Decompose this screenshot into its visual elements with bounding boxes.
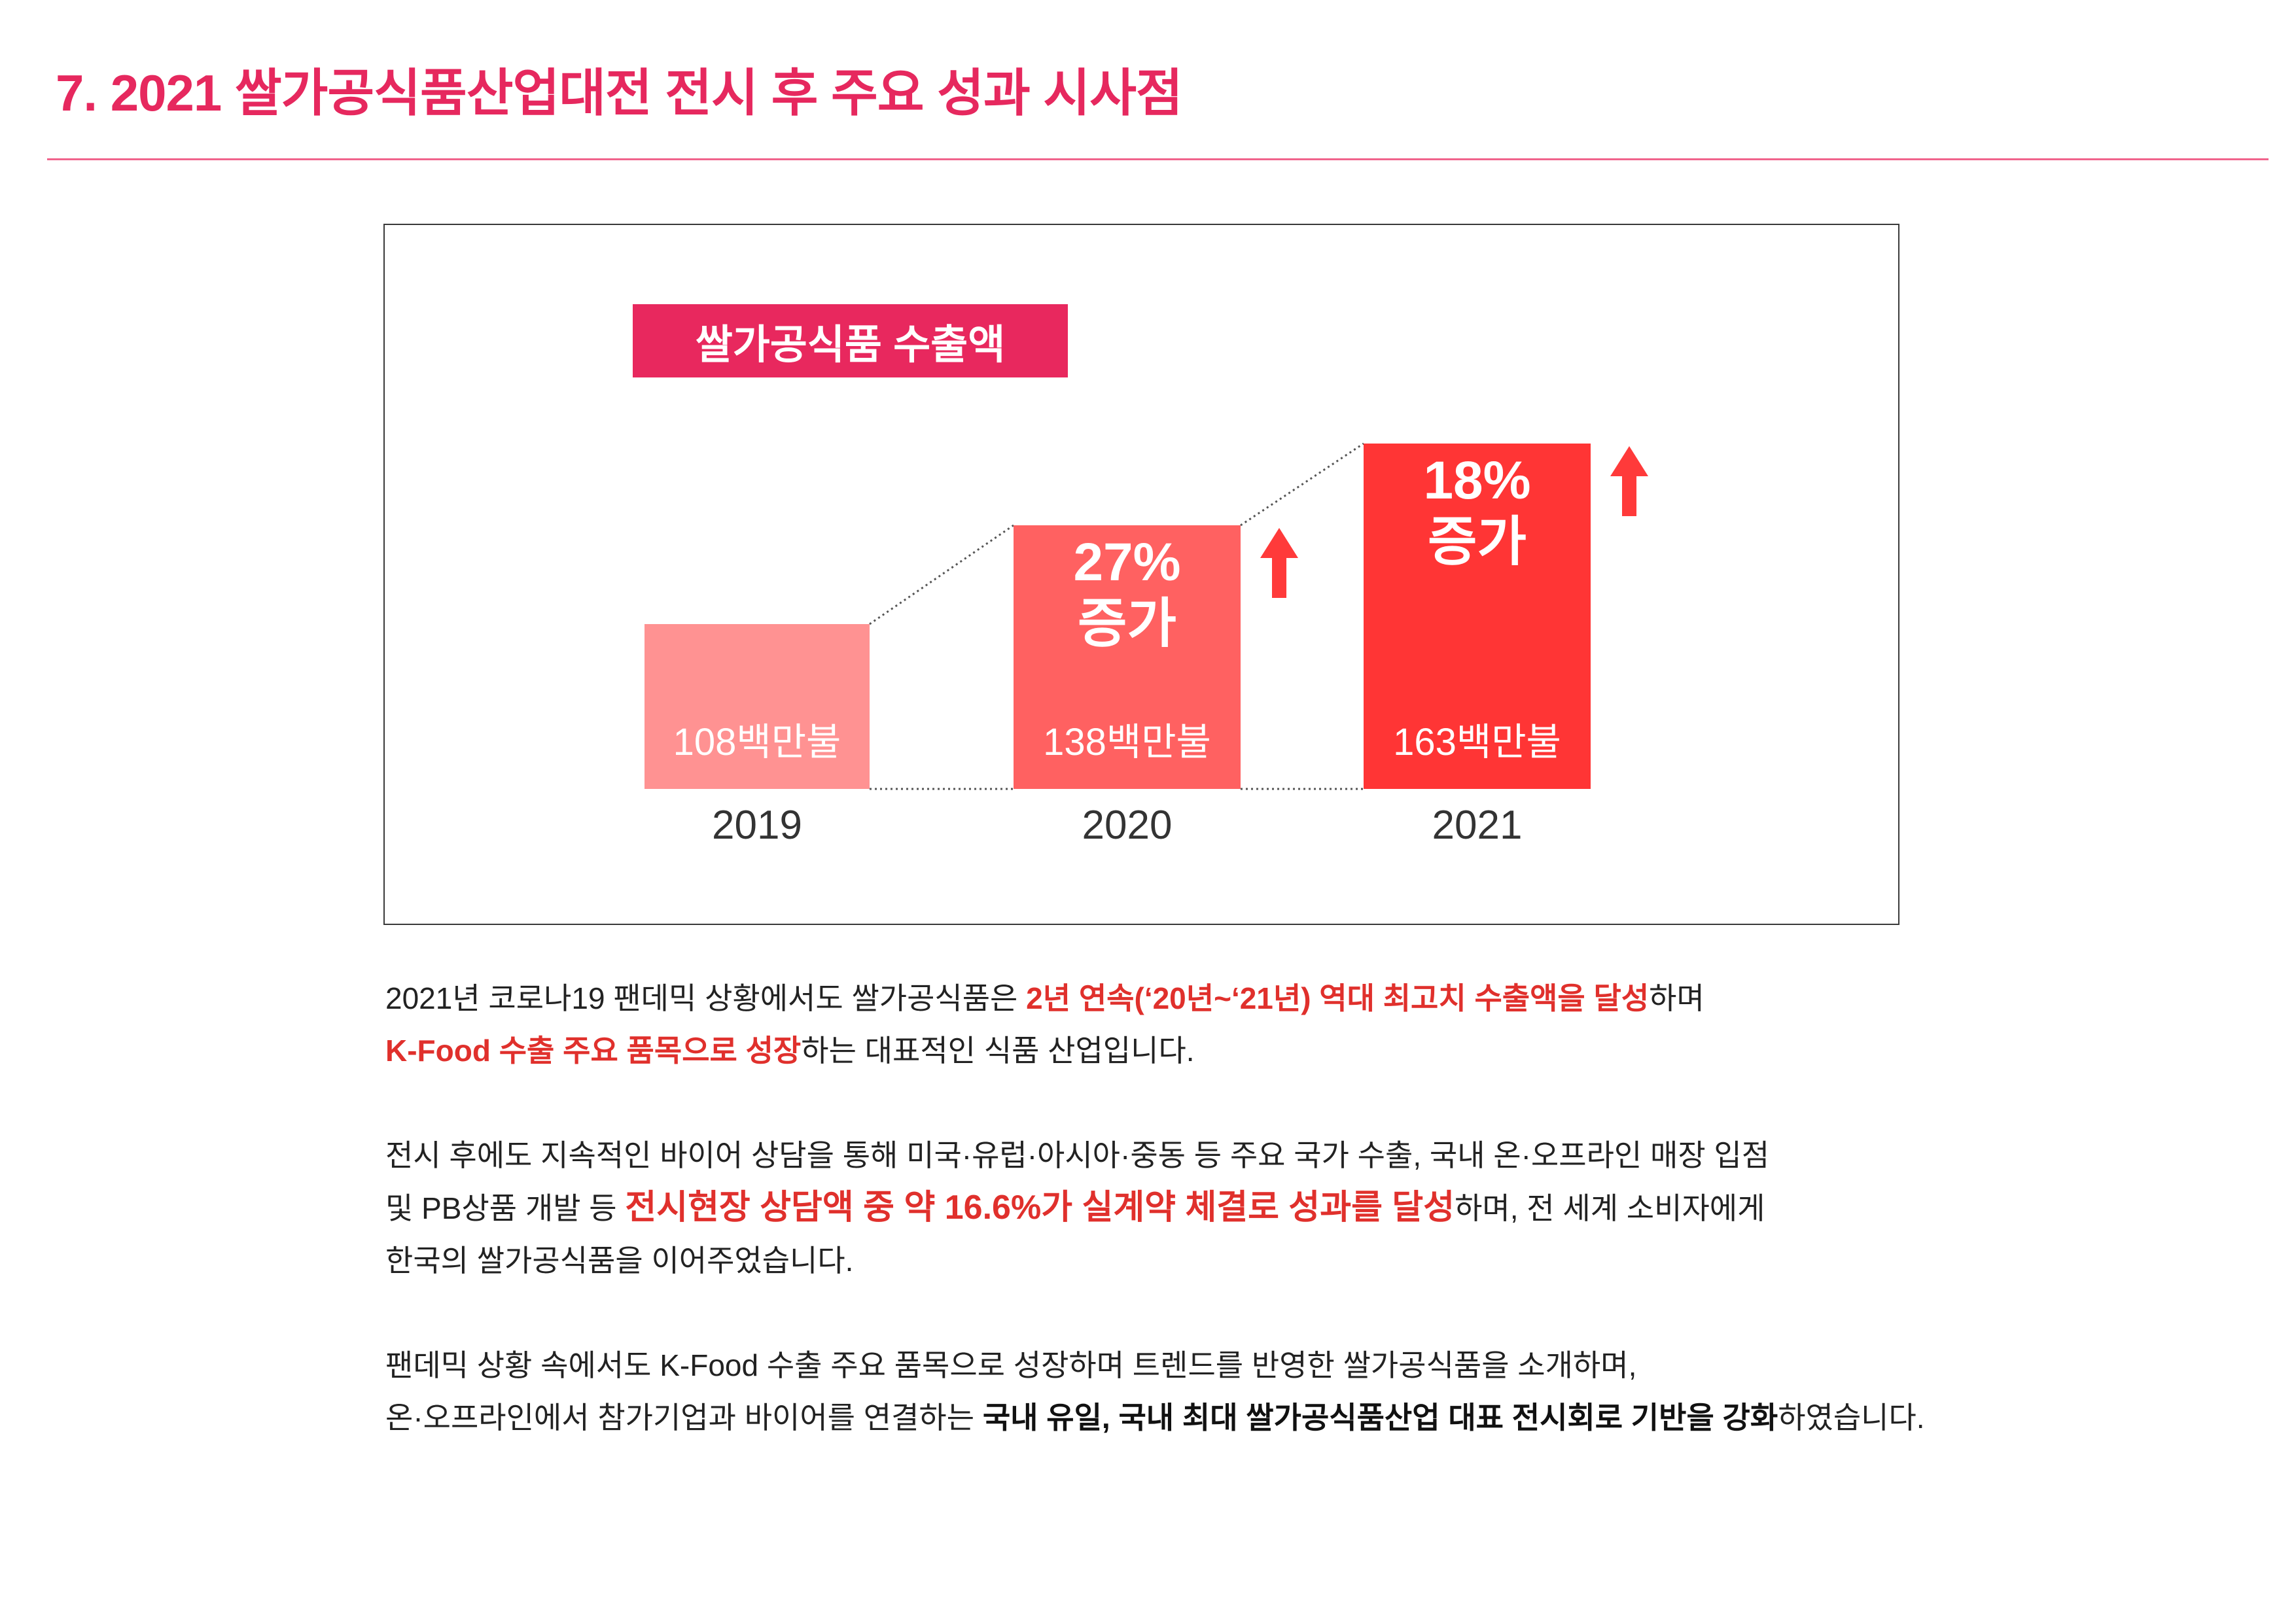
title-divider (47, 158, 2269, 160)
connector-overlay (869, 442, 1364, 790)
bar-2021: 18% 증가 163백만불 (1364, 444, 1648, 789)
increase-percent-2020: 27% (1073, 532, 1181, 592)
text-line: 전시 후에도 지속적인 바이어 상담을 통해 미국·유럽·아시아·중동 등 주요… (385, 1129, 2270, 1181)
text-line: 및 PB상품 개발 등 전시현장 상담액 중 약 16.6%가 실계약 체결로 … (385, 1181, 2270, 1234)
up-arrow-icon (1260, 528, 1298, 598)
text-run: 하며 (1649, 981, 1704, 1015)
increase-word-2020: 증가 (1078, 594, 1176, 654)
text-run: 하였습니다. (1778, 1401, 1925, 1435)
summary-text: 2021년 코로나19 팬데믹 상황에서도 쌀가공식품은 2년 연속(‘20년~… (385, 972, 2270, 1496)
paragraph-2: 전시 후에도 지속적인 바이어 상담을 통해 미국·유럽·아시아·중동 등 주요… (385, 1129, 2270, 1287)
growth-connector-line-2019-2020 (869, 524, 1014, 625)
highlight-red-large: 전시현장 상담액 중 약 16.6%가 실계약 체결로 성과를 달성 (625, 1189, 1455, 1227)
x-tick-label-2021: 2021 (1432, 803, 1523, 848)
increase-word-2021: 증가 (1428, 512, 1527, 572)
export-bar-chart: 쌀가공식품 수출액 108백만불 27% 증가 138백만불 18% 증가 16… (383, 224, 1899, 925)
text-run: 온·오프라인에서 참가기업과 바이어를 연결하는 (385, 1401, 983, 1435)
text-line: 한국의 쌀가공식품을 이어주었습니다. (385, 1234, 2270, 1287)
up-arrow-icon (1610, 446, 1648, 516)
highlight-red: 2년 연속(‘20년~‘21년) 역대 최고치 수출액을 달성 (1026, 981, 1650, 1015)
paragraph-1: 2021년 코로나19 팬데믹 상황에서도 쌀가공식품은 2년 연속(‘20년~… (385, 972, 2270, 1077)
bar-2019: 108백만불 (645, 624, 870, 789)
chart-title-badge: 쌀가공식품 수출액 (633, 304, 1068, 377)
increase-annotation-2021: 18% 증가 (1364, 450, 1591, 573)
increase-percent-2021: 18% (1423, 451, 1531, 510)
paragraph-3: 팬데믹 상황 속에서도 K-Food 수출 주요 품목으로 성장하며 트렌드를 … (385, 1339, 2270, 1444)
page-title: 7. 2021 쌀가공식품산업대전 전시 후 주요 성과 시사점 (56, 64, 1183, 122)
x-tick-label-2020: 2020 (1082, 803, 1173, 848)
bar-value-label-2021: 163백만불 (1393, 721, 1561, 763)
text-line: 팬데믹 상황 속에서도 K-Food 수출 주요 품목으로 성장하며 트렌드를 … (385, 1339, 2270, 1391)
growth-connector-line-2020-2021 (1240, 442, 1364, 527)
text-run: 전시 후에도 지속적인 바이어 상담을 통해 미국·유럽·아시아·중동 등 주요… (385, 1138, 1770, 1172)
text-run: 팬데믹 상황 속에서도 K-Food 수출 주요 품목으로 성장하며 트렌드를 … (385, 1348, 1637, 1382)
highlight-red: K-Food 수출 주요 품목으로 성장 (385, 1034, 802, 1068)
text-run: 및 PB상품 개발 등 (385, 1191, 626, 1225)
bar-2020: 27% 증가 138백만불 (1014, 525, 1298, 789)
x-tick-label-2019: 2019 (712, 803, 802, 848)
text-line: 2021년 코로나19 팬데믹 상황에서도 쌀가공식품은 2년 연속(‘20년~… (385, 972, 2270, 1024)
bar-value-label-2019: 108백만불 (673, 721, 841, 763)
text-run: 2021년 코로나19 팬데믹 상황에서도 쌀가공식품은 (385, 981, 1027, 1015)
text-run: 하는 대표적인 식품 산업입니다. (801, 1034, 1195, 1068)
text-run: 하며, 전 세계 소비자에게 (1455, 1191, 1765, 1225)
increase-annotation-2020: 27% 증가 (1014, 532, 1241, 655)
bar-value-label-2020: 138백만불 (1043, 721, 1211, 763)
text-run: 한국의 쌀가공식품을 이어주었습니다. (385, 1244, 854, 1278)
text-line: K-Food 수출 주요 품목으로 성장하는 대표적인 식품 산업입니다. (385, 1024, 2270, 1077)
highlight-bold: 국내 유일, 국내 최대 쌀가공식품산업 대표 전시회로 기반을 강화 (982, 1401, 1778, 1435)
text-line: 온·오프라인에서 참가기업과 바이어를 연결하는 국내 유일, 국내 최대 쌀가… (385, 1391, 2270, 1444)
